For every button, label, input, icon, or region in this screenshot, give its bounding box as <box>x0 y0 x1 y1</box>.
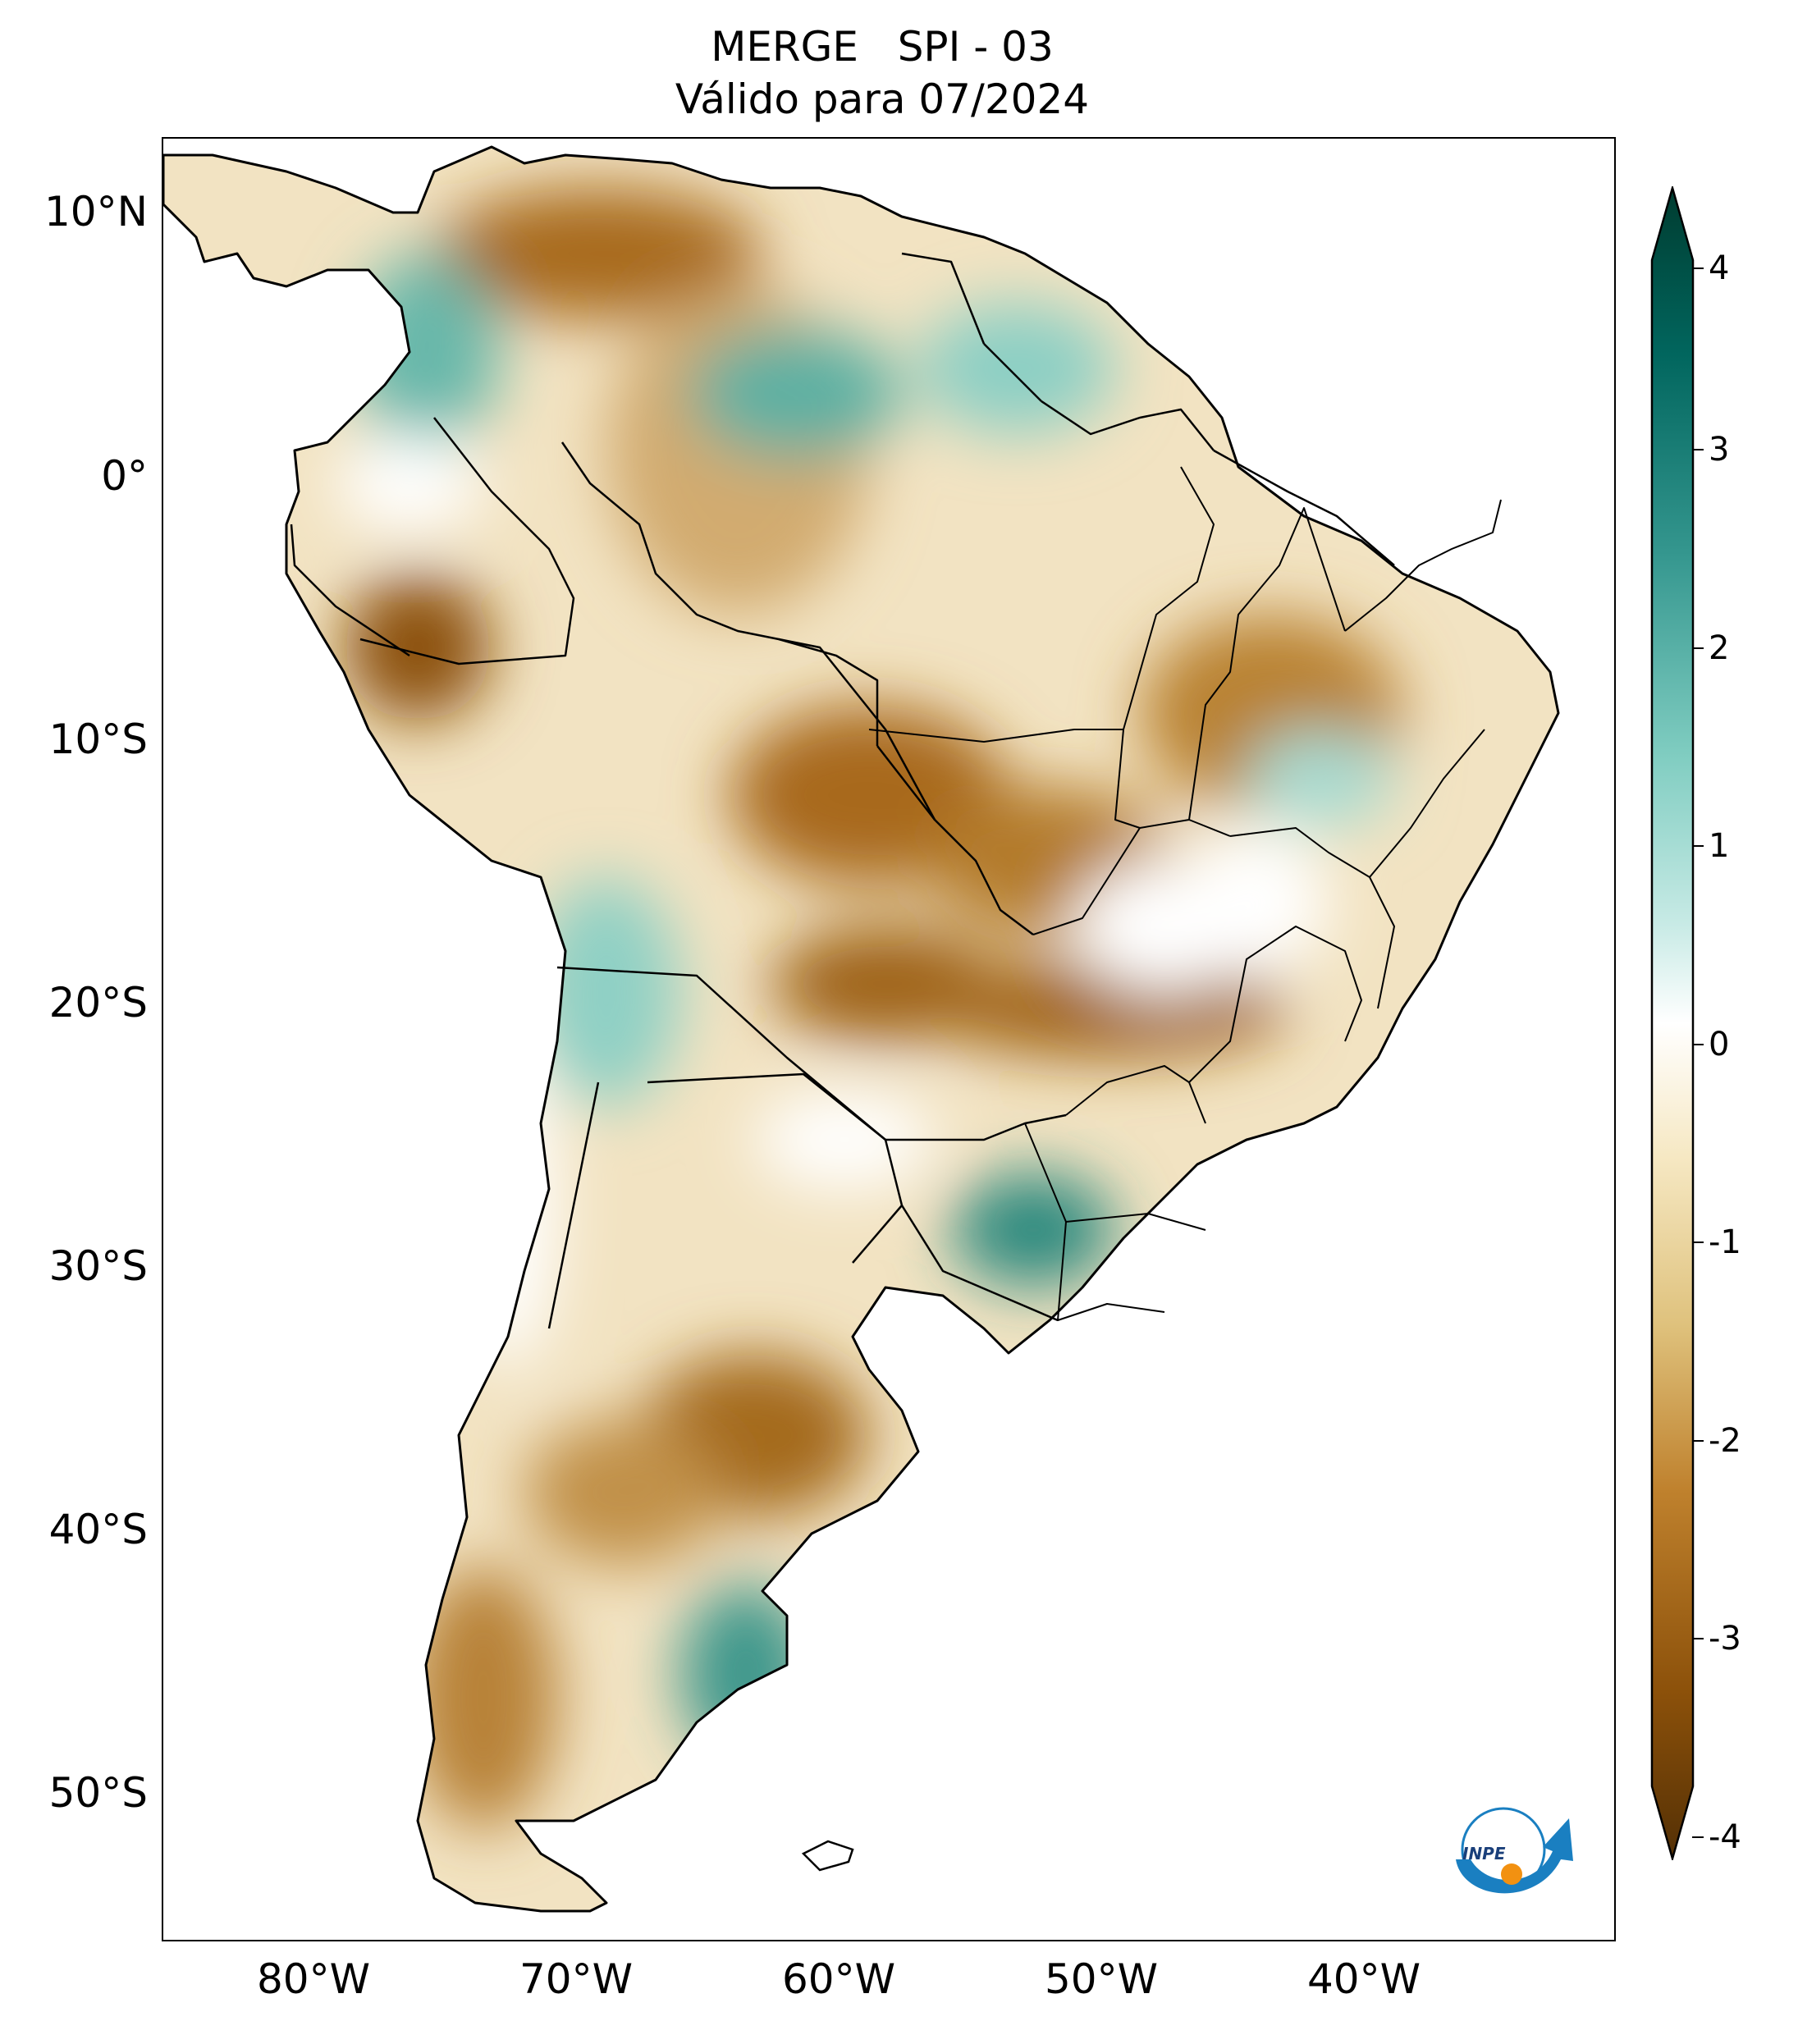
spi-field <box>163 147 1558 1911</box>
state-borders <box>868 466 1502 1321</box>
cb-tick-2 <box>1692 647 1704 649</box>
cb-label-0: 0 <box>1709 1026 1730 1063</box>
cb-label-3: 3 <box>1709 431 1730 469</box>
coastline <box>163 145 1560 1913</box>
country-borders <box>290 252 1395 1329</box>
lon-label-60w: 60°W <box>781 1955 896 2003</box>
cb-tick-m3 <box>1692 1638 1704 1639</box>
cb-label-4: 4 <box>1709 249 1730 287</box>
colorbar-body <box>1650 186 1695 1860</box>
map-subtitle: Válido para 07/2024 <box>675 75 1090 123</box>
cb-label-m3: -3 <box>1709 1620 1741 1658</box>
cb-label-m2: -2 <box>1709 1422 1741 1460</box>
inpe-logo: INPE <box>1456 1807 1573 1894</box>
lon-label-80w: 80°W <box>256 1955 371 2003</box>
lat-label-10s: 10°S <box>48 716 148 763</box>
spi-colorbar <box>1650 186 1695 1860</box>
cb-label-1: 1 <box>1709 827 1730 865</box>
cb-tick-m1 <box>1692 1241 1704 1243</box>
lat-label-0: 0° <box>101 452 148 500</box>
cb-label-m4: -4 <box>1709 1818 1741 1856</box>
cb-tick-m2 <box>1692 1440 1704 1442</box>
falkland-islands <box>801 1840 854 1872</box>
lat-label-10n: 10°N <box>43 188 148 235</box>
cb-label-m1: -1 <box>1709 1223 1741 1261</box>
lat-label-30s: 30°S <box>48 1242 148 1290</box>
lat-label-20s: 20°S <box>48 979 148 1027</box>
lon-label-40w: 40°W <box>1306 1955 1421 2003</box>
lat-label-50s: 50°S <box>48 1769 148 1817</box>
lon-label-70w: 70°W <box>519 1955 634 2003</box>
logo-text: INPE <box>1462 1844 1506 1863</box>
cb-tick-m4 <box>1692 1836 1704 1838</box>
cb-tick-3 <box>1692 449 1704 450</box>
lat-label-40s: 40°S <box>48 1506 148 1553</box>
cb-tick-1 <box>1692 845 1704 847</box>
map-title: MERGE SPI - 03 <box>711 23 1054 71</box>
map-frame <box>162 137 1616 1941</box>
cb-tick-0 <box>1692 1044 1704 1045</box>
cb-label-2: 2 <box>1709 629 1730 667</box>
lon-label-50w: 50°W <box>1044 1955 1159 2003</box>
south-america-map <box>163 145 1560 1913</box>
cb-tick-4 <box>1692 268 1704 269</box>
